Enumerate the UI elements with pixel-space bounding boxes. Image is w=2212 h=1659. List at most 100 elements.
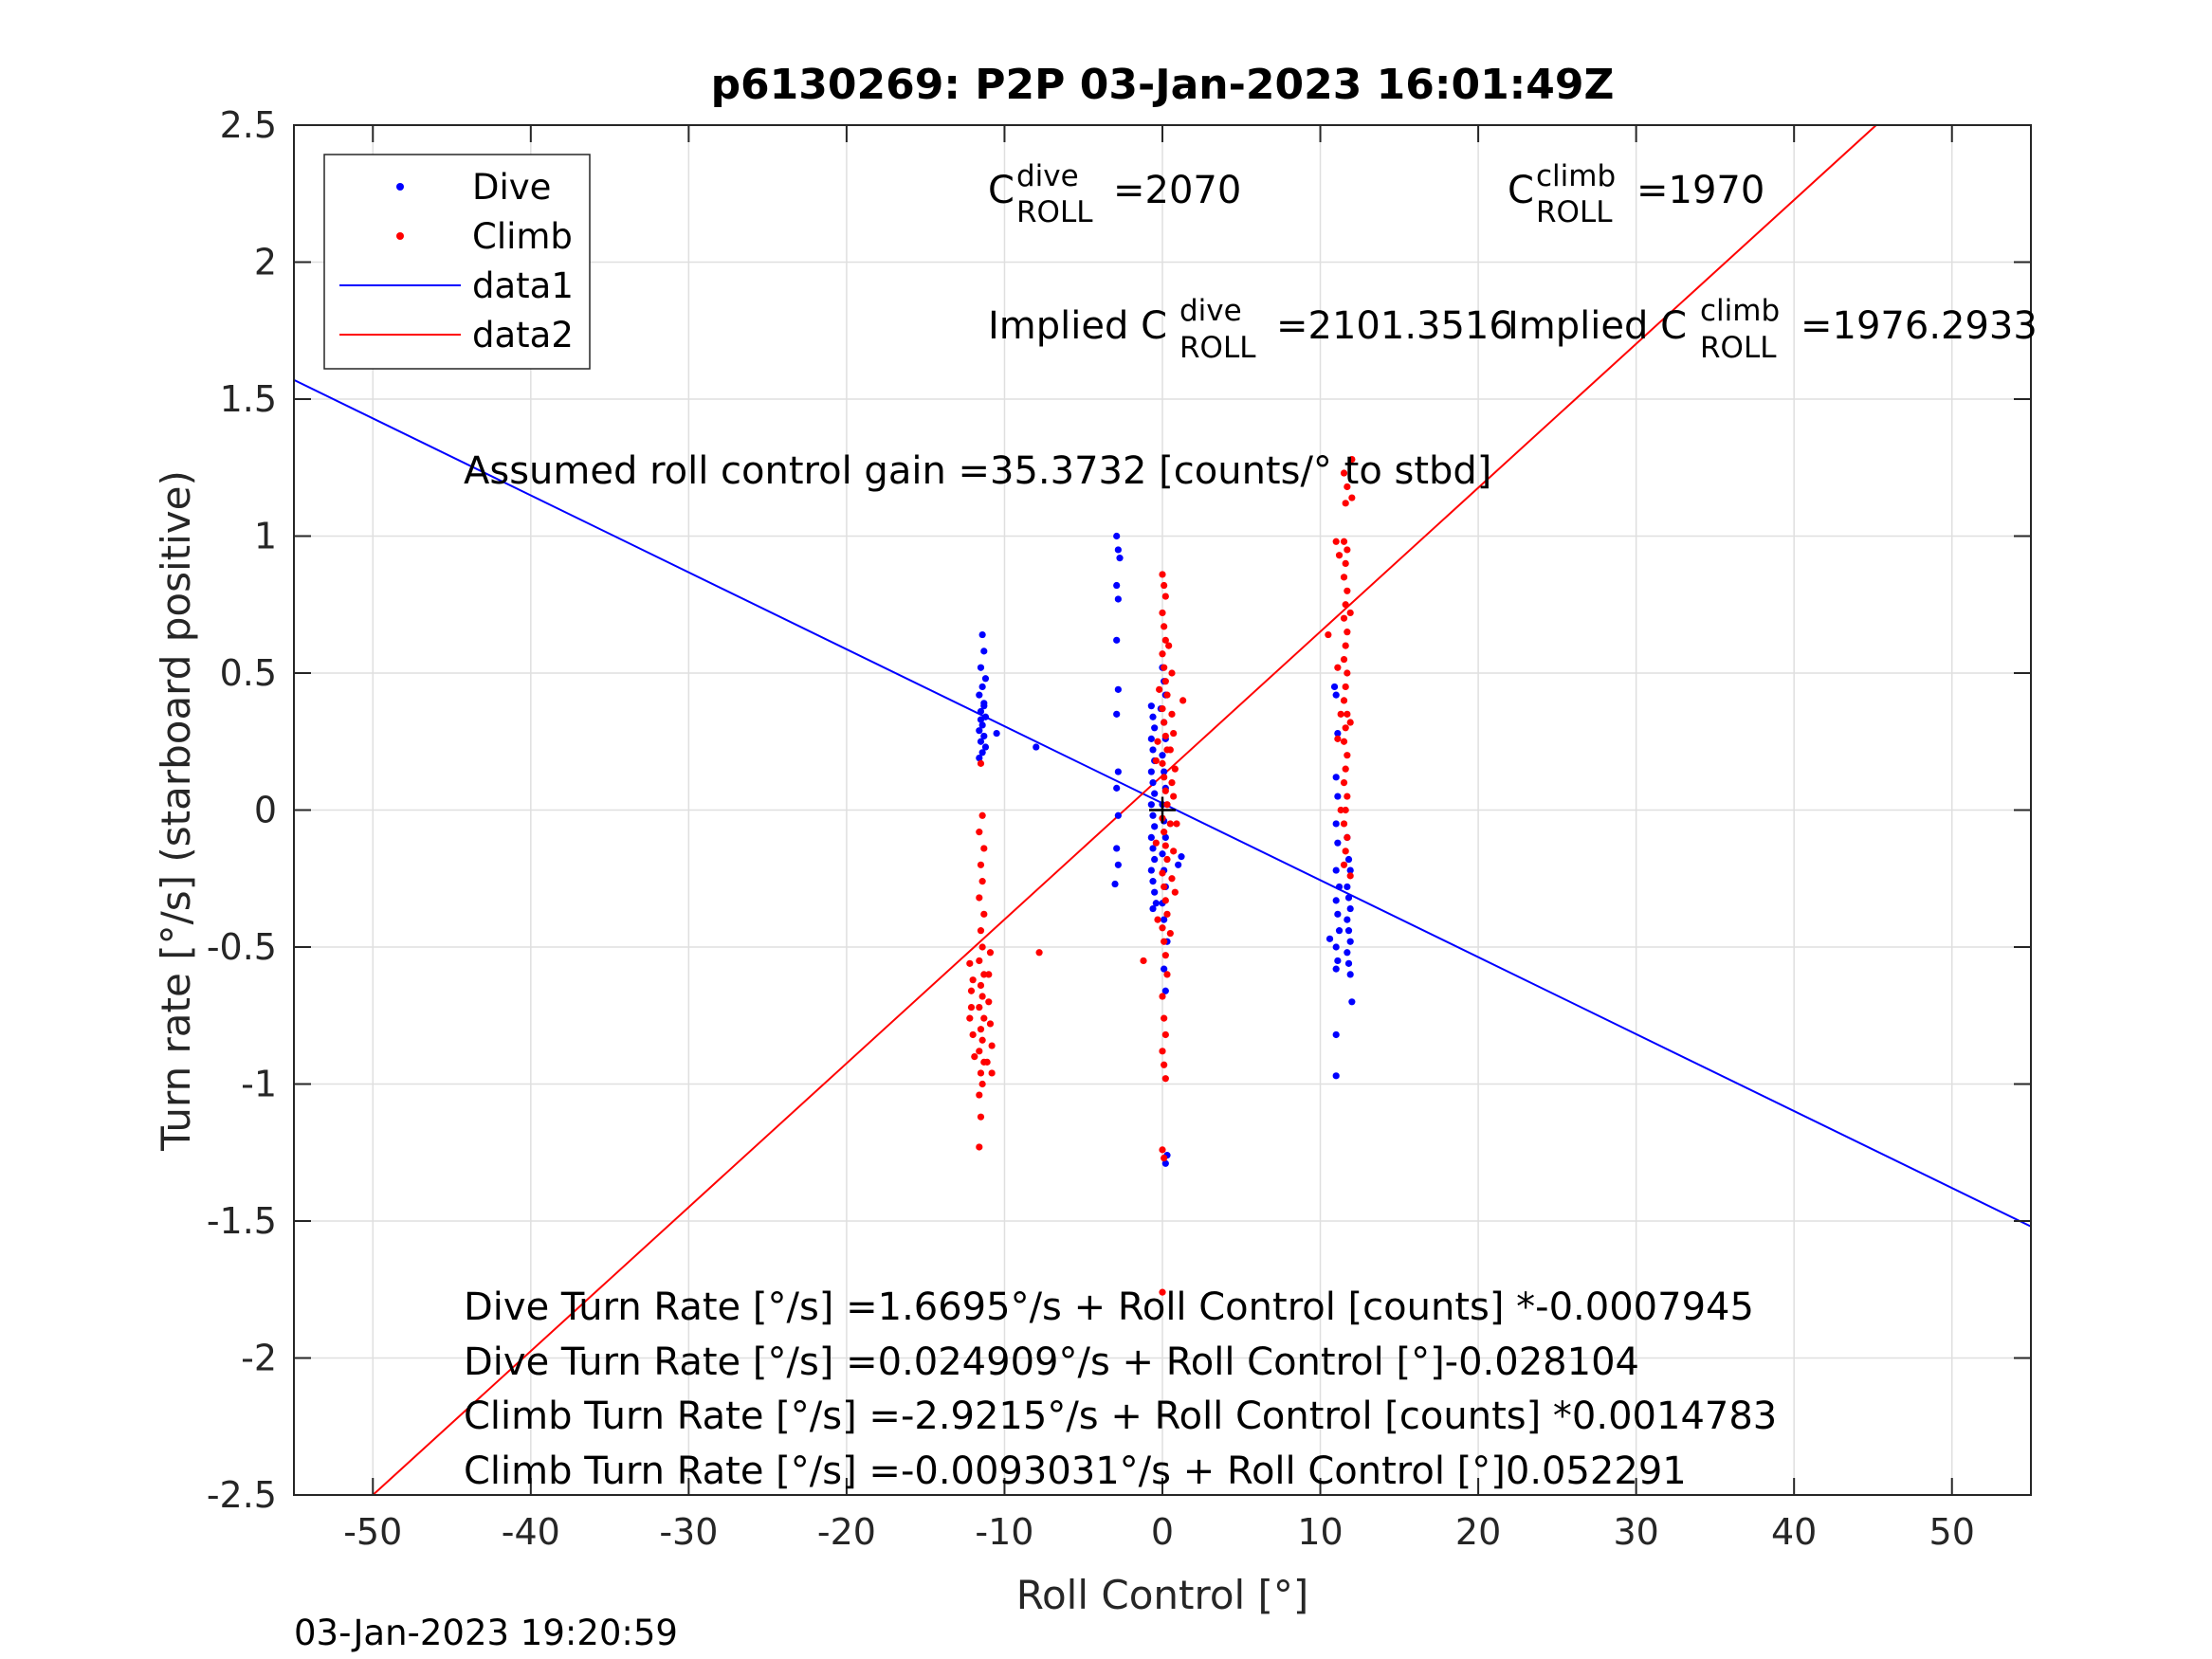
x-tick-label: 30 [1613,1511,1658,1553]
point-dive [1332,691,1340,699]
c-climb-annotation: C climb ROLL =1970 [1508,159,1764,229]
point-dive [1344,855,1353,864]
point-climb [1161,883,1168,891]
point-climb [1165,642,1173,649]
point-climb [985,971,993,978]
point-climb [1159,869,1166,877]
point-dive [1332,820,1340,828]
point-dive [1161,768,1168,775]
c-dive-sup: dive [1016,159,1079,193]
point-dive [976,691,983,699]
point-dive [1149,878,1157,885]
point-climb [1342,765,1349,773]
point-dive [1149,811,1157,819]
point-dive [1344,916,1351,923]
legend-box [323,154,591,370]
implied-dive-annotation: Implied C dive ROLL =2101.3516 [988,294,1513,365]
point-dive [1334,957,1342,965]
y-tick-label: 1 [254,516,277,557]
point-dive [1332,965,1340,973]
point-dive [1114,685,1122,693]
implied-climb-sup: climb [1700,294,1780,328]
point-dive [993,729,1000,738]
point-climb [1342,683,1349,691]
point-climb [1337,806,1344,814]
point-climb [988,1069,996,1077]
x-axis-label: Roll Control [°] [1016,1572,1309,1618]
dive-equation-counts: Dive Turn Rate [°/s] =1.6695°/s + Roll C… [464,1285,1754,1329]
point-dive [1344,927,1353,935]
point-climb [1340,574,1348,581]
y-tick-label: -2.5 [207,1474,277,1516]
point-dive [1178,853,1185,861]
point-climb [976,1091,983,1099]
point-dive [1113,710,1121,718]
point-climb [985,998,993,1006]
point-dive [1332,1030,1340,1039]
y-tick-label: 1.5 [220,378,277,420]
point-climb [1342,601,1349,609]
point-climb [1159,571,1166,578]
point-dive [1149,746,1157,754]
point-climb [1170,729,1178,738]
point-climb [1163,691,1171,699]
point-climb [1159,609,1166,617]
point-dive [1335,883,1344,891]
point-climb [986,949,995,957]
point-climb [1337,710,1344,718]
point-climb [1161,897,1169,904]
point-climb [967,987,976,994]
point-dive [1113,784,1121,792]
point-climb [1340,738,1348,745]
point-climb [1334,664,1342,671]
point-climb [980,910,988,918]
point-climb [983,1058,991,1066]
point-climb [1156,685,1163,693]
point-dive [1113,532,1121,540]
point-climb [976,1003,983,1012]
point-dive [976,754,983,762]
implied-dive-base: Implied C [988,304,1167,348]
point-climb [976,829,983,836]
point-climb [1161,1154,1168,1162]
point-climb [1154,738,1161,745]
point-climb [1152,839,1160,847]
point-dive [1151,855,1159,864]
point-climb [1340,655,1348,664]
point-climb [1161,829,1168,836]
point-climb [978,1036,986,1044]
point-dive [1175,861,1182,868]
point-climb [1348,494,1356,501]
point-dive [1325,935,1334,942]
x-tick-label: -30 [659,1511,718,1553]
c-dive-annotation: C dive ROLL =2070 [988,159,1241,229]
legend-marker-dive [396,183,404,191]
dive-equation-degrees: Dive Turn Rate [°/s] =0.024909°/s + Roll… [464,1340,1639,1384]
point-dive [1332,1072,1340,1080]
point-dive [1161,916,1168,923]
point-climb [1348,455,1356,464]
point-dive [1114,595,1122,603]
point-climb [988,1042,996,1049]
point-climb [1166,746,1174,754]
point-climb [1159,704,1166,713]
point-climb [1342,848,1349,855]
point-climb [1161,787,1169,794]
y-tick-label: -0.5 [207,926,277,968]
point-climb [1342,642,1349,649]
point-climb [1344,793,1351,800]
point-dive [1335,927,1344,935]
x-tick-label: -20 [817,1511,876,1553]
point-climb [1170,848,1178,855]
point-climb [1340,820,1348,828]
point-dive [1147,702,1155,710]
point-dive [978,749,986,757]
point-dive [1334,910,1342,918]
point-dive [1161,1159,1169,1167]
legend-label-climb: Climb [472,216,573,257]
point-climb [1344,629,1351,636]
point-climb [1159,1146,1166,1154]
point-dive [976,727,983,735]
point-climb [1340,861,1348,868]
point-climb [1154,916,1161,923]
